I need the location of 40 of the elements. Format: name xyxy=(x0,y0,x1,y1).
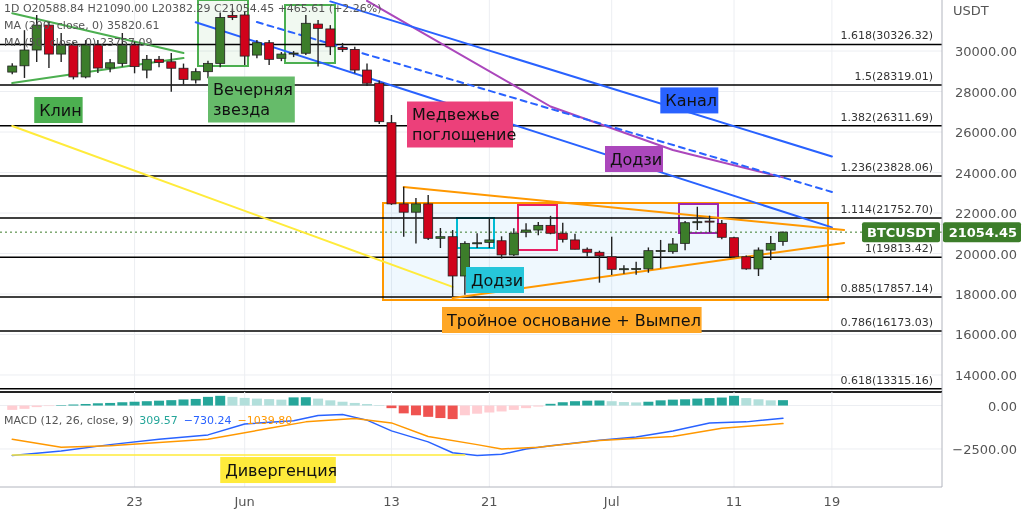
y-tick-label: 30000.00 xyxy=(954,44,1017,60)
y-tick-label: 28000.00 xyxy=(954,84,1017,100)
ref-line-label: 0.885(17857.14) xyxy=(840,281,933,295)
ref-line-label: 0.618(13315.16) xyxy=(840,373,933,387)
y-tick-label: 20000.00 xyxy=(954,246,1017,262)
text: MACD (12, 26, close, 9) xyxy=(4,414,134,427)
y-tick-label: 0.00 xyxy=(988,398,1017,414)
annotation: Тройное основание + Вымпел xyxy=(446,310,701,330)
x-tick-label: 11 xyxy=(725,494,743,509)
ref-line-label: 1.5(28319.01) xyxy=(854,70,933,84)
x-tick-label: 23 xyxy=(126,494,143,509)
ref-line-label: 1.382(26311.69) xyxy=(840,110,933,124)
y-tick-label: 24000.00 xyxy=(954,165,1017,181)
annotation: Додзи xyxy=(610,149,663,169)
x-tick-label: 21 xyxy=(481,494,498,509)
annotation: −730.24 xyxy=(183,414,232,427)
y-tick-label: 18000.00 xyxy=(954,287,1017,302)
x-tick-label: 19 xyxy=(823,494,841,509)
series-label: Канал xyxy=(665,90,717,110)
annotation: 309.57 xyxy=(139,414,178,427)
series-label: Дивергенция xyxy=(225,460,338,480)
x-tick-label: Jul xyxy=(602,494,620,509)
y-tick-label: 22000.00 xyxy=(954,206,1017,222)
annotation: Вечерняя звезда xyxy=(213,80,293,119)
y-tick-label: 21054.45 xyxy=(948,225,1017,241)
ref-line-label: 1.114(21752.70) xyxy=(840,203,933,217)
series-label: Клин xyxy=(39,100,82,120)
ref-line-label: 1(19813.42) xyxy=(864,242,933,256)
y-tick-label: 14000.00 xyxy=(954,367,1017,383)
x-tick-label: 13 xyxy=(383,494,400,509)
ref-line-label: 1.236(23828.06) xyxy=(840,160,933,174)
y-tick-label: 26000.00 xyxy=(954,125,1017,141)
ref-line-label: 0.786(16173.03) xyxy=(840,315,933,329)
ref-line-label: 1.618(30326.32) xyxy=(840,29,933,43)
y-axis-title: USDT xyxy=(953,3,989,18)
ref-line-label: BTCUSDT xyxy=(867,225,936,241)
y-tick-label: −2500.00 xyxy=(952,441,1017,457)
x-tick-label: Jun xyxy=(233,494,255,509)
annotation: Додзи xyxy=(471,270,524,290)
y-tick-label: 16000.00 xyxy=(954,327,1017,343)
